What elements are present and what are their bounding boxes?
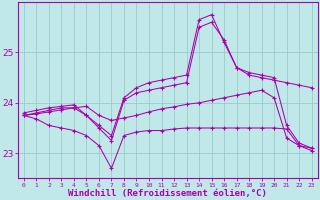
X-axis label: Windchill (Refroidissement éolien,°C): Windchill (Refroidissement éolien,°C) [68,189,267,198]
